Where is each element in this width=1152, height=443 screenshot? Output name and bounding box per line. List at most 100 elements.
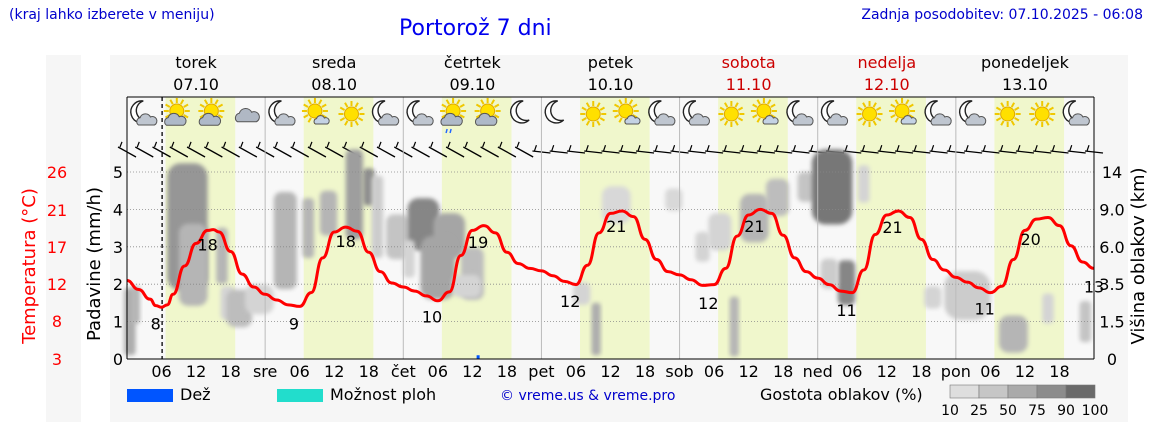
sun-ray	[303, 114, 309, 119]
wind-barb-flag	[447, 141, 451, 148]
hour-tick-label: 12	[324, 362, 344, 381]
wind-barb-flag	[879, 145, 883, 152]
temperature-tick: 17	[47, 238, 67, 257]
weather-icons	[130, 98, 1090, 134]
cloud-patch	[837, 260, 856, 306]
wind-barb-flag	[412, 141, 417, 148]
wind-barb-flag	[395, 141, 399, 148]
moon-cloud-icon	[371, 100, 400, 126]
wind-barb	[705, 150, 724, 154]
wind-barb-flag	[1086, 145, 1090, 152]
temperature-label: 12	[560, 292, 580, 311]
wind-barb-flag	[551, 145, 555, 152]
sun-ray	[321, 103, 327, 108]
moon-cloud-icon	[406, 100, 434, 126]
wind-barb-flag	[965, 145, 969, 152]
precip-tick: 3	[113, 238, 123, 257]
wind-barb-flag	[931, 145, 935, 152]
credit-link[interactable]: © vreme.us & vreme.pro	[500, 388, 676, 404]
sun-ray	[724, 120, 729, 126]
sun-ray	[1000, 120, 1005, 126]
sun-ray	[357, 106, 364, 111]
sun-small-cloud-icon	[889, 98, 917, 125]
precip-tick: 0	[113, 350, 123, 369]
wind-barb-flag	[1017, 145, 1021, 152]
sun-ray	[1030, 106, 1036, 111]
wind-barb-flag	[153, 141, 158, 148]
day-abbr-tick: pon	[941, 362, 971, 381]
wind-barbs	[117, 141, 1104, 158]
wind-barb-flag	[223, 141, 227, 148]
wind-barb-flag	[257, 141, 261, 148]
sun-ray	[857, 106, 864, 111]
sun-ray	[596, 102, 601, 108]
hour-tick-label: 12	[186, 362, 206, 381]
temperature-tick: 12	[47, 275, 67, 294]
hour-tick-label: 18	[1049, 362, 1069, 381]
temperature-axis-title: Temperatura (°C)	[19, 188, 40, 345]
wind-barb	[549, 150, 568, 154]
sun-ray	[1045, 102, 1050, 108]
temperature-label: 18	[336, 232, 356, 251]
sun-disc	[1000, 106, 1016, 122]
density-level-label: 75	[1028, 403, 1046, 419]
wind-barb-flag	[913, 145, 917, 152]
sun-ray	[303, 103, 309, 108]
sun-icon	[856, 101, 883, 127]
wind-barb	[687, 150, 706, 154]
day-abbr-tick: sre	[253, 362, 277, 381]
precip-axis-title: Padavine (mm/h)	[84, 187, 105, 341]
wind-barb	[134, 146, 154, 158]
sun-ray	[618, 99, 623, 105]
storm-legend-swatch	[277, 389, 323, 402]
hour-tick-label: 06	[704, 362, 724, 381]
sun-ray	[737, 106, 744, 111]
page-title: Portorož 7 dni	[399, 16, 552, 41]
sun-disc	[862, 106, 878, 122]
sun-cloud-drizzle-icon	[440, 98, 467, 134]
moon-icon	[510, 100, 530, 124]
sun-ray	[1034, 120, 1040, 126]
sun-ray	[585, 120, 591, 126]
cloud-patch	[244, 284, 274, 315]
wind-barb	[290, 146, 309, 158]
temperature-label: 10	[422, 307, 442, 326]
sun-ray	[857, 117, 864, 122]
sun-ray	[1014, 117, 1020, 122]
wind-barb-flag	[274, 141, 278, 148]
day-date: 07.10	[173, 75, 219, 94]
wind-barb-flag	[1034, 145, 1038, 152]
hour-tick-label: 06	[566, 362, 586, 381]
moon-icon	[544, 100, 565, 124]
sun-ray	[596, 120, 601, 126]
hour-tick-label: 18	[497, 362, 517, 381]
day-date: 10.10	[588, 75, 634, 94]
rain-bar	[476, 355, 480, 359]
cloud-height-tick: 6.0	[1099, 238, 1124, 257]
cloud-height-axis-title: Višina oblakov (km)	[1128, 167, 1149, 344]
sun-ray	[618, 117, 623, 123]
sun-small-cloud-icon	[750, 98, 779, 125]
sun-ray	[318, 99, 323, 105]
cloud-shape	[475, 112, 498, 126]
wind-barb-flag	[602, 145, 607, 152]
cloud-patch	[740, 193, 769, 243]
wind-barb-flag	[499, 141, 503, 148]
hour-tick-label: 12	[600, 362, 620, 381]
temperature-label: 11	[836, 301, 856, 320]
cloud-shape	[827, 113, 849, 126]
wind-barb-flag	[896, 145, 900, 152]
sun-ray	[872, 120, 877, 126]
sun-ray	[770, 103, 776, 108]
hour-tick-label: 18	[220, 362, 240, 381]
wind-barb-flag	[723, 145, 727, 152]
wind-barb	[445, 146, 465, 158]
density-swatch	[1007, 384, 1038, 399]
drizzle-drop	[449, 128, 452, 134]
sun-ray	[344, 102, 349, 108]
day-abbr-tick: čet	[391, 362, 416, 381]
day-date: 11.10	[726, 75, 772, 94]
sun-ray	[179, 99, 185, 105]
wind-barb	[964, 150, 983, 154]
hour-tick-label: 06	[980, 362, 1000, 381]
